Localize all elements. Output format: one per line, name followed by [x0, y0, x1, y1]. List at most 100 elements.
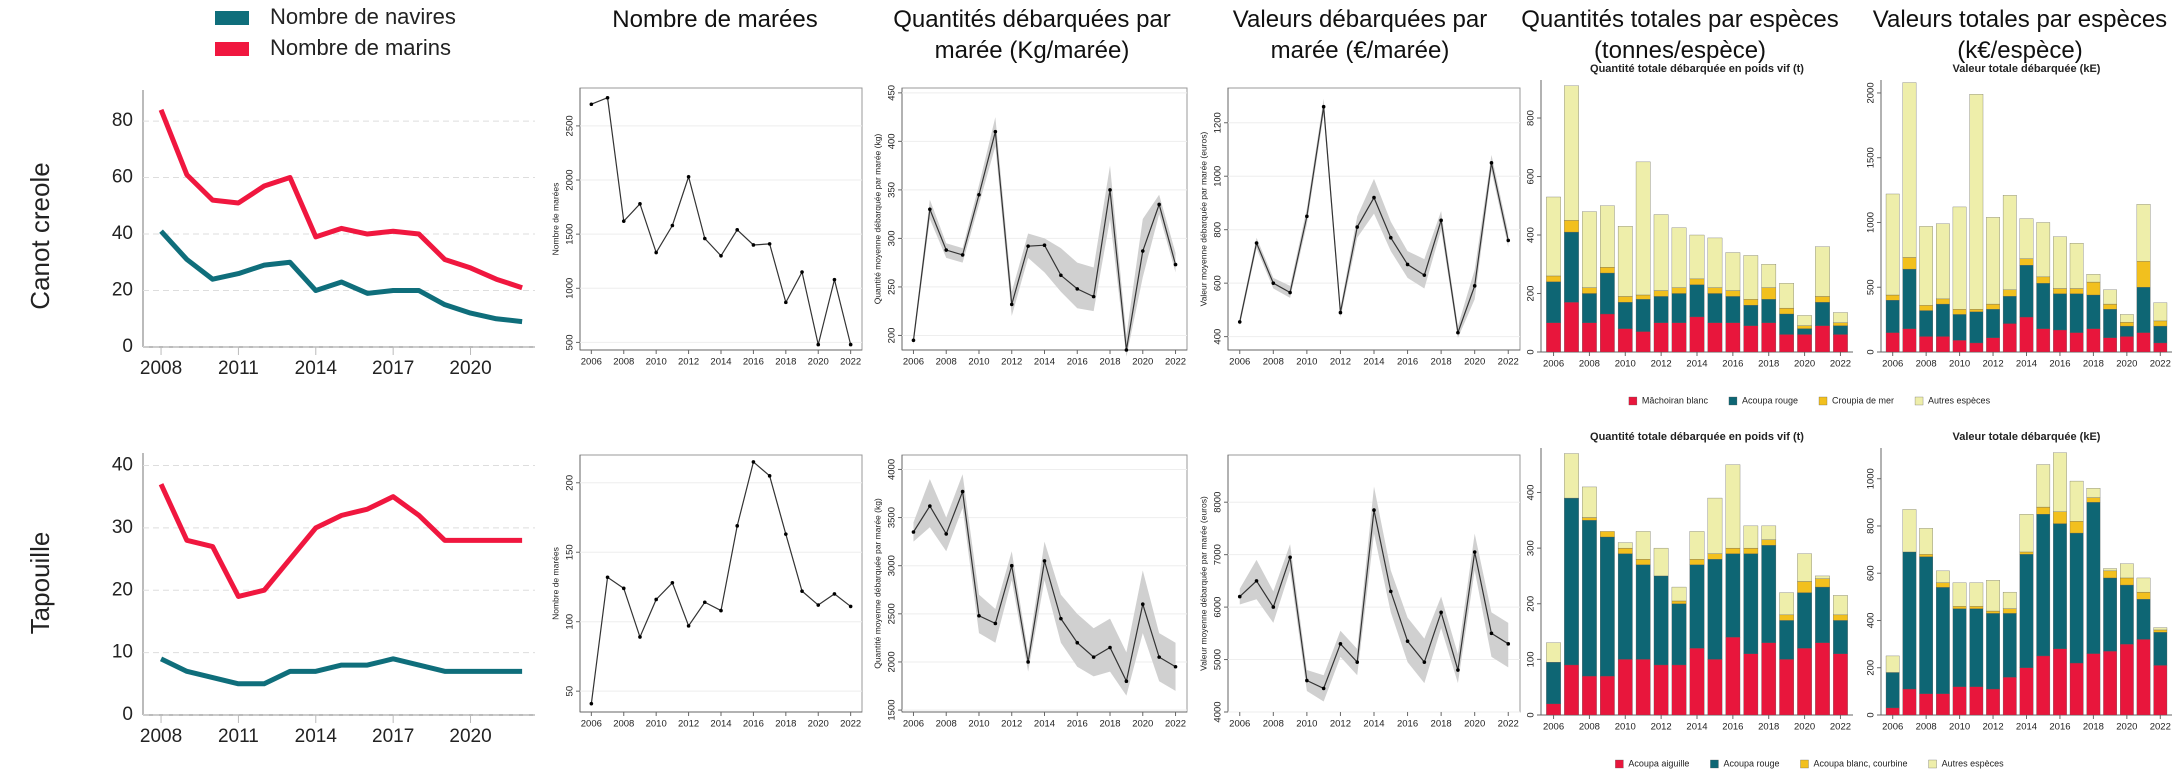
- bar-segment: [1902, 328, 1917, 353]
- bar-segment: [1936, 303, 1950, 337]
- bar-segment: [1815, 246, 1830, 297]
- x-tick-label: 2008: [1263, 719, 1284, 730]
- chart-title: Quantité totale débarquée en poids vif (…: [1590, 63, 1804, 75]
- x-tick-label: 2022: [1830, 722, 1851, 733]
- data-point: [1338, 642, 1343, 646]
- data-point: [638, 202, 642, 206]
- x-tick-label: 2022: [1498, 719, 1519, 730]
- bar-segment: [2103, 303, 2117, 310]
- bar-segment: [1936, 587, 1950, 694]
- data-point: [960, 253, 965, 257]
- bar-segment: [2086, 502, 2101, 654]
- x-tick-label: 2010: [1615, 359, 1636, 370]
- x-tick-label: 2016: [2049, 359, 2070, 370]
- bar-segment: [1833, 322, 1848, 326]
- bar-segment: [1635, 294, 1651, 300]
- data-point: [1271, 281, 1276, 285]
- bar-segment: [1833, 620, 1848, 654]
- x-tick-label: 2008: [140, 726, 182, 747]
- y-tick-label: 2000: [887, 651, 898, 672]
- y-tick-label: 250: [887, 279, 898, 295]
- bar-segment: [2103, 289, 2117, 305]
- bar-segment: [2036, 655, 2051, 716]
- y-tick-label: 0: [1526, 712, 1537, 717]
- x-tick-label: 2020: [449, 726, 491, 747]
- bar-segment: [2069, 662, 2084, 716]
- bar-segment: [2002, 591, 2017, 609]
- x-tick-label: 2020: [449, 358, 491, 379]
- bar-segment: [1833, 595, 1848, 616]
- bar-segment: [1707, 659, 1723, 716]
- bar-segment: [1986, 613, 2000, 690]
- bar-segment: [1743, 305, 1759, 326]
- bar-segment: [1743, 653, 1759, 716]
- bar-segment: [1902, 82, 1917, 258]
- y-tick-label: 1000: [1866, 468, 1877, 489]
- x-tick-label: 2010: [1949, 359, 1970, 370]
- data-line: [590, 460, 852, 704]
- confidence-band: [913, 117, 1176, 357]
- bar-segment: [1919, 556, 1933, 694]
- bar-segment: [1902, 688, 1917, 716]
- x-tick-label: 2008: [936, 357, 957, 368]
- bar-segment: [2019, 551, 2034, 555]
- data-point: [1472, 550, 1477, 554]
- data-point: [686, 174, 691, 179]
- bar-segment: [2120, 643, 2134, 716]
- legend-label: Nombre de navires: [270, 4, 456, 29]
- bar-segment: [1761, 545, 1777, 643]
- bar-segment: [1546, 275, 1561, 282]
- bar-segment: [1743, 255, 1759, 300]
- y-tick-label: 300: [1526, 540, 1537, 556]
- bar-segment: [1969, 309, 1984, 312]
- bar-segment: [1707, 559, 1723, 660]
- x-tick-label: 2022: [2150, 722, 2171, 733]
- bar-segment: [1986, 610, 2000, 614]
- bar-segment: [1919, 305, 1933, 311]
- data-point: [1338, 310, 1343, 315]
- x-tick-label: 2018: [1099, 719, 1120, 730]
- y-tick-label: 0: [1866, 349, 1877, 354]
- bar-segment: [2069, 480, 2084, 522]
- confidence-band: [913, 474, 1176, 696]
- bar-segment: [1833, 653, 1848, 716]
- data-point: [911, 338, 916, 343]
- legend-label: Autres espèces: [1928, 395, 1991, 405]
- bar-segment: [2120, 584, 2134, 645]
- bar-segment: [1725, 636, 1741, 716]
- bar-segment: [1815, 296, 1830, 303]
- y-axis-label: Nombre de marées: [550, 547, 560, 620]
- legend-swatch: [1914, 396, 1924, 406]
- x-tick-label: 2006: [1882, 359, 1903, 370]
- bar-segment: [1671, 227, 1687, 288]
- bar-segment: [2053, 648, 2067, 716]
- x-tick-label: 2008: [1579, 722, 1600, 733]
- data-point: [1042, 559, 1047, 563]
- y-tick-label: 1000: [565, 278, 576, 299]
- bar-segment: [1761, 322, 1777, 353]
- bar-segment: [1952, 309, 1967, 315]
- data-point: [1405, 262, 1410, 267]
- x-tick-label: 2014: [710, 719, 731, 730]
- x-tick-label: 2016: [1722, 359, 1743, 370]
- bar-segment: [1919, 226, 1933, 306]
- x-tick-label: 2012: [678, 357, 699, 368]
- bar-segment: [2036, 222, 2051, 278]
- y-tick-label: 450: [887, 85, 898, 101]
- bar-segment: [1617, 296, 1633, 303]
- data-point: [1108, 188, 1112, 192]
- y-tick-label: 1200: [1213, 112, 1224, 133]
- bar-segment: [1969, 94, 1984, 310]
- bar-segment: [1919, 310, 1933, 337]
- bar-segment: [1671, 603, 1687, 666]
- bar-segment: [1902, 268, 1917, 329]
- y-tick-label: 1500: [1866, 147, 1877, 168]
- bar-segment: [1743, 525, 1759, 549]
- bar-segment: [1761, 264, 1777, 288]
- legend-label: Acoupa aiguille: [1628, 758, 1689, 768]
- bar-segment: [1689, 559, 1705, 565]
- bar-segment: [1815, 325, 1830, 353]
- x-tick-label: 2018: [2083, 722, 2104, 733]
- bar-segment: [1689, 564, 1705, 649]
- chart-title: Quantité totale débarquée en poids vif (…: [1590, 431, 1804, 443]
